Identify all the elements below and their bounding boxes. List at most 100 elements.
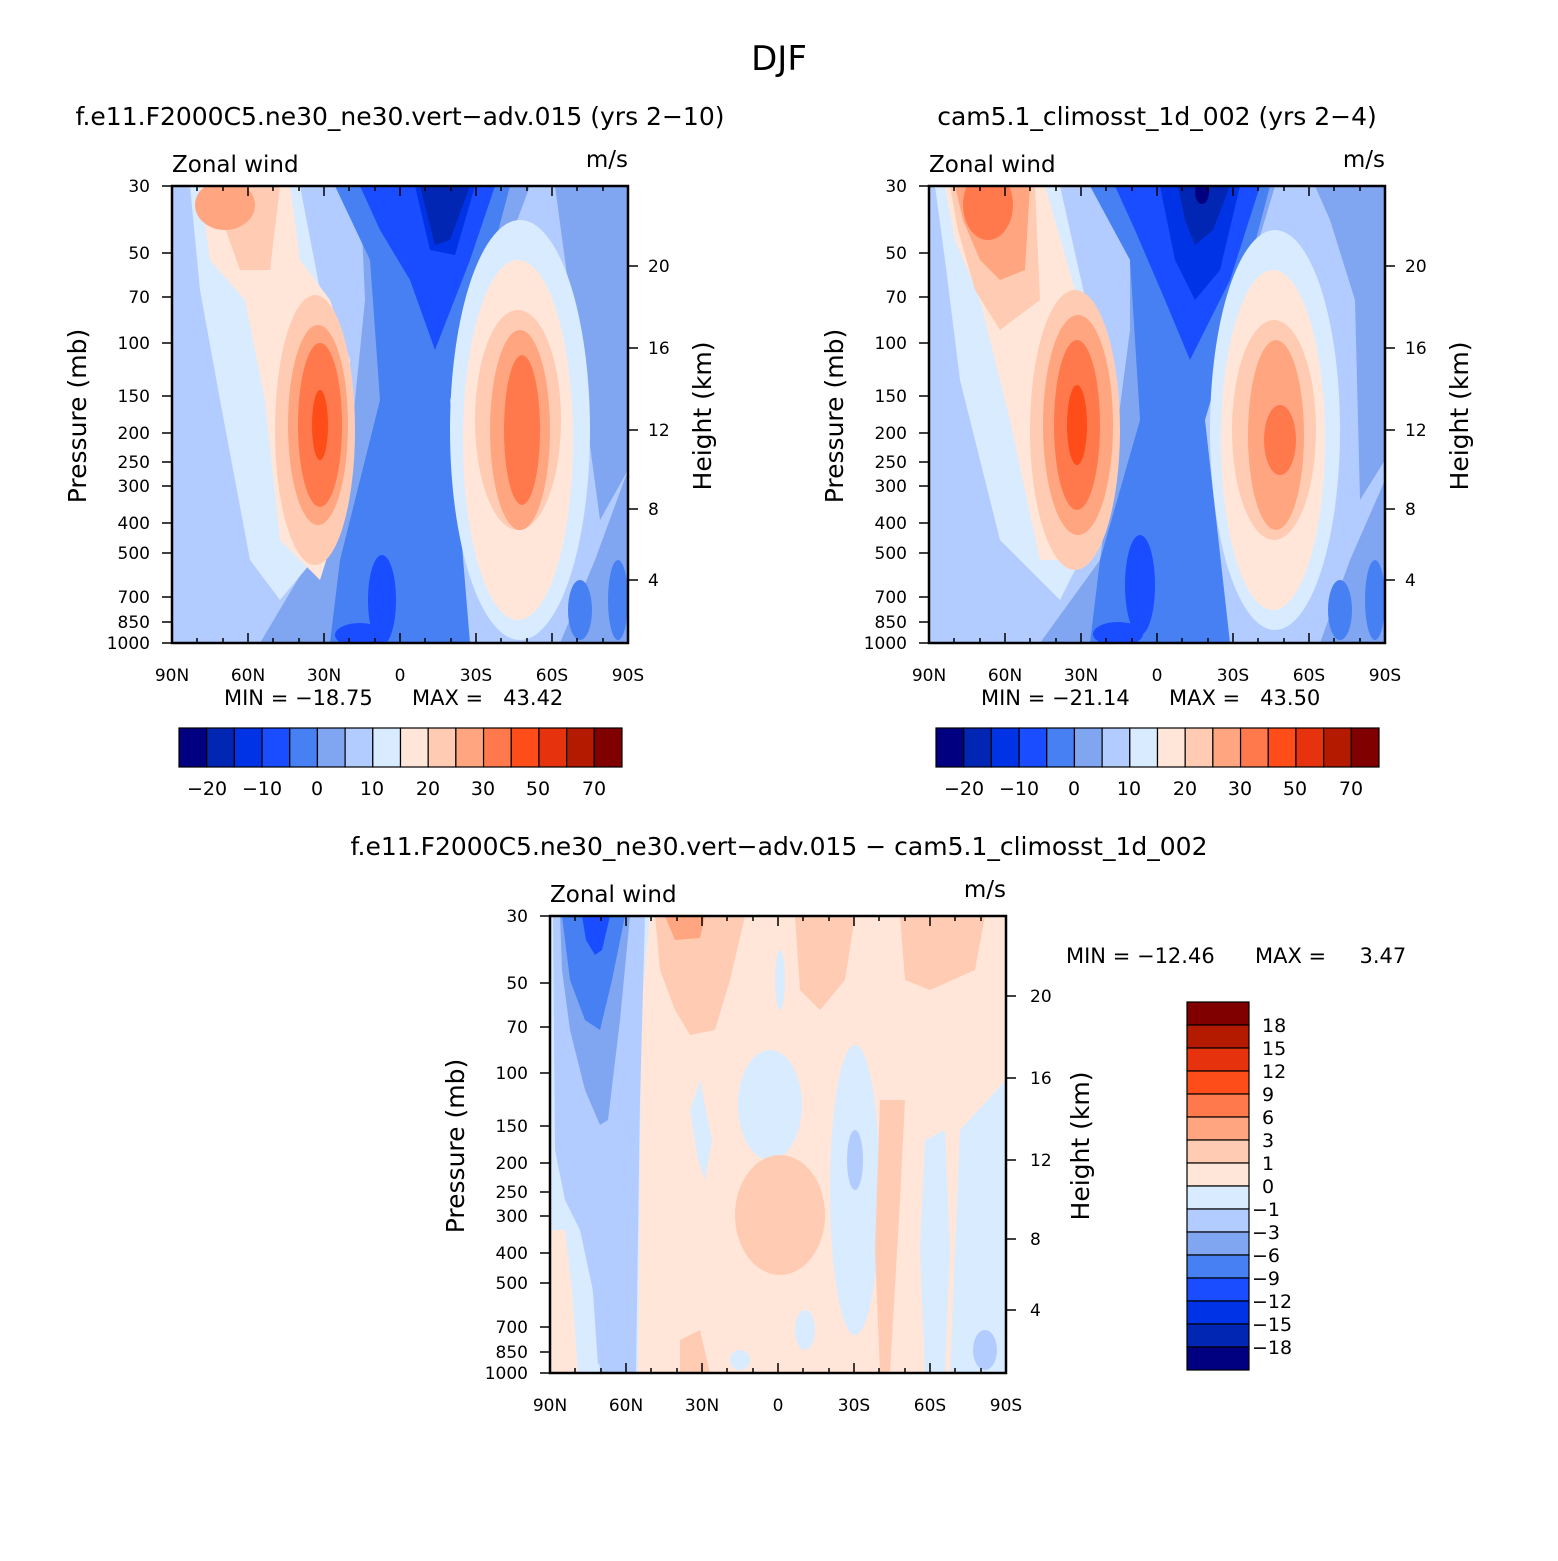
colorbar: −20 −10 0 10 20 30 50 70 xyxy=(178,727,623,800)
colorbar-label: 10 xyxy=(360,778,384,800)
contour-field xyxy=(172,186,628,643)
colorbar-swatch xyxy=(206,727,235,768)
y-tick-label: 500 xyxy=(496,1274,528,1294)
x-tick-label: 60S xyxy=(1293,666,1325,686)
min-label: MIN = −21.14 xyxy=(981,686,1130,710)
y-tick-label: 50 xyxy=(506,974,528,994)
y-tick-label: 850 xyxy=(496,1343,528,1363)
x-tick-label: 30N xyxy=(1064,666,1098,686)
y2-axis: 20 16 12 8 4 xyxy=(1006,987,1052,1321)
colorbar-label: 0 xyxy=(1262,1176,1274,1198)
colorbar-swatch xyxy=(1129,727,1159,768)
x-tick-label: 30N xyxy=(685,1396,719,1416)
colorbar-swatch xyxy=(1186,1162,1250,1187)
y-tick-label: 250 xyxy=(496,1183,528,1203)
x-tick-label: 90N xyxy=(533,1396,567,1416)
y2-tick-label: 16 xyxy=(648,339,670,359)
x-tick-label: 0 xyxy=(773,1396,784,1416)
y-axis-title: Pressure (mb) xyxy=(441,1059,470,1233)
max-label: MAX = 43.50 xyxy=(1169,686,1320,710)
colorbar-label: −3 xyxy=(1252,1222,1280,1244)
x-tick-label: 90S xyxy=(990,1396,1022,1416)
colorbar-label: 30 xyxy=(1228,778,1252,800)
colorbar-swatch xyxy=(1018,727,1048,768)
y-tick-label: 400 xyxy=(875,514,907,534)
colorbar-swatch xyxy=(1186,1070,1250,1095)
panel-difference: f.e11.F2000C5.ne30_ne30.vert−adv.015 − c… xyxy=(351,832,1407,1416)
colorbar-label: 1 xyxy=(1262,1153,1274,1175)
y2-axis-title: Height (km) xyxy=(1445,342,1474,491)
x-tick-label: 60S xyxy=(914,1396,946,1416)
colorbar-swatch xyxy=(1186,1139,1250,1164)
colorbar: −20 −10 0 10 20 30 50 70 xyxy=(935,727,1380,800)
colorbar-swatch xyxy=(178,727,208,768)
y-tick-label: 850 xyxy=(118,613,150,633)
colorbar-label: 0 xyxy=(1068,778,1080,800)
max-label: MAX = 3.47 xyxy=(1255,944,1406,968)
colorbar-swatch xyxy=(1186,1300,1250,1325)
colorbar-swatch xyxy=(1073,727,1103,768)
colorbar-swatch xyxy=(990,727,1020,768)
y-tick-label: 1000 xyxy=(864,634,907,654)
colorbar-label: 18 xyxy=(1262,1015,1286,1037)
y-tick-label: 300 xyxy=(496,1207,528,1227)
x-tick-label: 0 xyxy=(395,666,406,686)
y2-tick-label: 12 xyxy=(1405,421,1427,441)
colorbar-swatch xyxy=(482,727,512,768)
y-tick-label: 100 xyxy=(118,334,150,354)
y2-tick-label: 12 xyxy=(1030,1151,1052,1171)
colorbar-label: 20 xyxy=(416,778,440,800)
y-tick-label: 100 xyxy=(496,1064,528,1084)
colorbar-label: −6 xyxy=(1252,1245,1280,1267)
colorbar-label: 10 xyxy=(1117,778,1141,800)
y-tick-label: 30 xyxy=(885,177,907,197)
colorbar-swatch xyxy=(1186,1093,1250,1118)
y2-tick-label: 16 xyxy=(1030,1069,1052,1089)
x-tick-label: 30S xyxy=(838,1396,870,1416)
x-tick-label: 90N xyxy=(912,666,946,686)
colorbar-swatch xyxy=(344,727,374,768)
x-tick-label: 0 xyxy=(1152,666,1163,686)
colorbar-swatch xyxy=(1186,1231,1250,1256)
colorbar-label: −12 xyxy=(1252,1291,1292,1313)
colorbar-swatch xyxy=(399,727,429,768)
colorbar-label: 70 xyxy=(582,778,606,800)
colorbar-label: −10 xyxy=(999,778,1039,800)
colorbar: 18 15 12 9 6 3 1 0 −1 −3 −6 −9 −12 −15 −… xyxy=(1186,1001,1292,1371)
colorbar-label: −20 xyxy=(187,778,227,800)
colorbar-swatch xyxy=(427,727,457,768)
x-tick-label: 60N xyxy=(609,1396,643,1416)
x-tick-label: 30N xyxy=(307,666,341,686)
colorbar-swatch xyxy=(1186,1254,1250,1279)
x-axis: 90N 60N 30N 0 30S 60S 90S xyxy=(912,186,1401,686)
colorbar-label: −9 xyxy=(1252,1268,1280,1290)
colorbar-label: 50 xyxy=(1283,778,1307,800)
colorbar-swatch xyxy=(372,727,402,768)
colorbar-label: 15 xyxy=(1262,1038,1286,1060)
y2-tick-label: 8 xyxy=(648,500,659,520)
y-tick-label: 70 xyxy=(885,288,907,308)
y-tick-label: 700 xyxy=(118,588,150,608)
y2-axis: 20 16 12 8 4 xyxy=(628,257,670,591)
x-axis: 90N 60N 30N 0 30S 60S 90S xyxy=(533,916,1022,1416)
colorbar-swatch xyxy=(261,727,291,768)
x-tick-label: 90S xyxy=(1369,666,1401,686)
colorbar-label: 0 xyxy=(311,778,323,800)
x-tick-label: 30S xyxy=(460,666,492,686)
x-tick-label: 60N xyxy=(988,666,1022,686)
colorbar-label: 3 xyxy=(1262,1130,1274,1152)
y-axis: 30 50 70 100 150 200 250 300 400 500 700… xyxy=(107,177,172,654)
y2-tick-label: 16 xyxy=(1405,339,1427,359)
panel-title: f.e11.F2000C5.ne30_ne30.vert−adv.015 (yr… xyxy=(76,102,725,131)
y2-tick-label: 12 xyxy=(648,421,670,441)
y-tick-label: 30 xyxy=(128,177,150,197)
y-axis-title: Pressure (mb) xyxy=(63,329,92,503)
colorbar-swatch xyxy=(1186,1208,1250,1233)
colorbar-swatch xyxy=(1212,727,1242,768)
colorbar-swatch xyxy=(1267,727,1297,768)
y2-tick-label: 20 xyxy=(648,257,670,277)
colorbar-label: 50 xyxy=(526,778,550,800)
colorbar-label: −18 xyxy=(1252,1337,1292,1359)
colorbar-swatch xyxy=(510,727,540,768)
y2-axis-title: Height (km) xyxy=(1066,1072,1095,1221)
